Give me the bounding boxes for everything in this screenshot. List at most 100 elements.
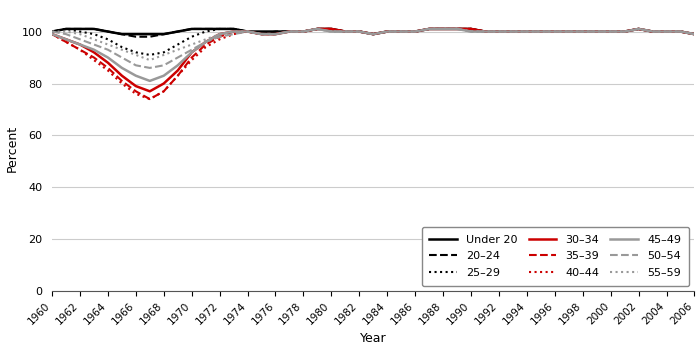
Under 20 (397, 29, 405, 34)
40-44 (606, 29, 615, 34)
Under 20 (62, 27, 70, 31)
Under 20 (341, 29, 349, 34)
35-39 (383, 29, 391, 34)
50-54 (272, 32, 280, 36)
55-59 (132, 53, 140, 57)
20-24 (690, 32, 699, 36)
25-29 (383, 29, 391, 34)
50-54 (244, 29, 252, 34)
55-59 (523, 29, 531, 34)
25-29 (662, 29, 671, 34)
20-24 (313, 27, 321, 31)
20-24 (620, 29, 629, 34)
35-39 (606, 29, 615, 34)
20-24 (299, 29, 307, 34)
25-29 (62, 27, 70, 31)
25-29 (453, 27, 461, 31)
55-59 (90, 37, 98, 41)
Under 20 (495, 29, 503, 34)
25-29 (286, 29, 294, 34)
20-24 (453, 27, 461, 31)
55-59 (648, 29, 657, 34)
45-49 (118, 66, 126, 70)
40-44 (523, 29, 531, 34)
35-39 (313, 27, 321, 31)
55-59 (299, 29, 307, 34)
30-34 (355, 29, 363, 34)
30-34 (690, 32, 699, 36)
55-59 (495, 29, 503, 34)
45-49 (453, 27, 461, 31)
Under 20 (76, 27, 84, 31)
30-34 (216, 32, 224, 36)
25-29 (104, 37, 112, 41)
30-34 (202, 40, 210, 44)
Line: Under 20: Under 20 (52, 29, 694, 34)
45-49 (216, 32, 224, 36)
20-24 (662, 29, 671, 34)
50-54 (313, 27, 321, 31)
Under 20 (48, 29, 56, 34)
Under 20 (188, 27, 196, 31)
45-49 (578, 29, 587, 34)
Line: 35-39: 35-39 (52, 29, 694, 99)
45-49 (62, 37, 70, 41)
55-59 (578, 29, 587, 34)
20-24 (48, 29, 56, 34)
30-34 (481, 29, 489, 34)
25-29 (230, 27, 238, 31)
50-54 (606, 29, 615, 34)
30-34 (523, 29, 531, 34)
50-54 (341, 29, 349, 34)
Under 20 (286, 29, 294, 34)
50-54 (355, 29, 363, 34)
35-39 (216, 35, 224, 39)
45-49 (662, 29, 671, 34)
30-34 (592, 29, 601, 34)
35-39 (481, 29, 489, 34)
45-49 (620, 29, 629, 34)
35-39 (690, 32, 699, 36)
50-54 (90, 42, 98, 47)
Under 20 (299, 29, 307, 34)
40-44 (313, 27, 321, 31)
25-29 (411, 29, 419, 34)
30-34 (286, 29, 294, 34)
30-34 (551, 29, 559, 34)
40-44 (160, 89, 168, 93)
Under 20 (662, 29, 671, 34)
55-59 (341, 29, 349, 34)
35-39 (355, 29, 363, 34)
20-24 (565, 29, 573, 34)
Under 20 (551, 29, 559, 34)
35-39 (174, 74, 182, 78)
55-59 (188, 42, 196, 47)
55-59 (244, 29, 252, 34)
50-54 (648, 29, 657, 34)
25-29 (174, 42, 182, 47)
Under 20 (481, 29, 489, 34)
45-49 (272, 32, 280, 36)
45-49 (202, 40, 210, 44)
25-29 (592, 29, 601, 34)
35-39 (132, 89, 140, 93)
50-54 (425, 27, 433, 31)
40-44 (425, 27, 433, 31)
45-49 (286, 29, 294, 34)
30-34 (509, 29, 517, 34)
20-24 (244, 29, 252, 34)
30-34 (369, 32, 377, 36)
35-39 (258, 32, 266, 36)
25-29 (481, 29, 489, 34)
50-54 (369, 32, 377, 36)
50-54 (676, 29, 685, 34)
40-44 (146, 97, 154, 101)
35-39 (341, 29, 349, 34)
50-54 (481, 29, 489, 34)
X-axis label: Year: Year (360, 332, 386, 345)
40-44 (509, 29, 517, 34)
25-29 (146, 53, 154, 57)
30-34 (160, 81, 168, 86)
30-34 (244, 29, 252, 34)
35-39 (676, 29, 685, 34)
